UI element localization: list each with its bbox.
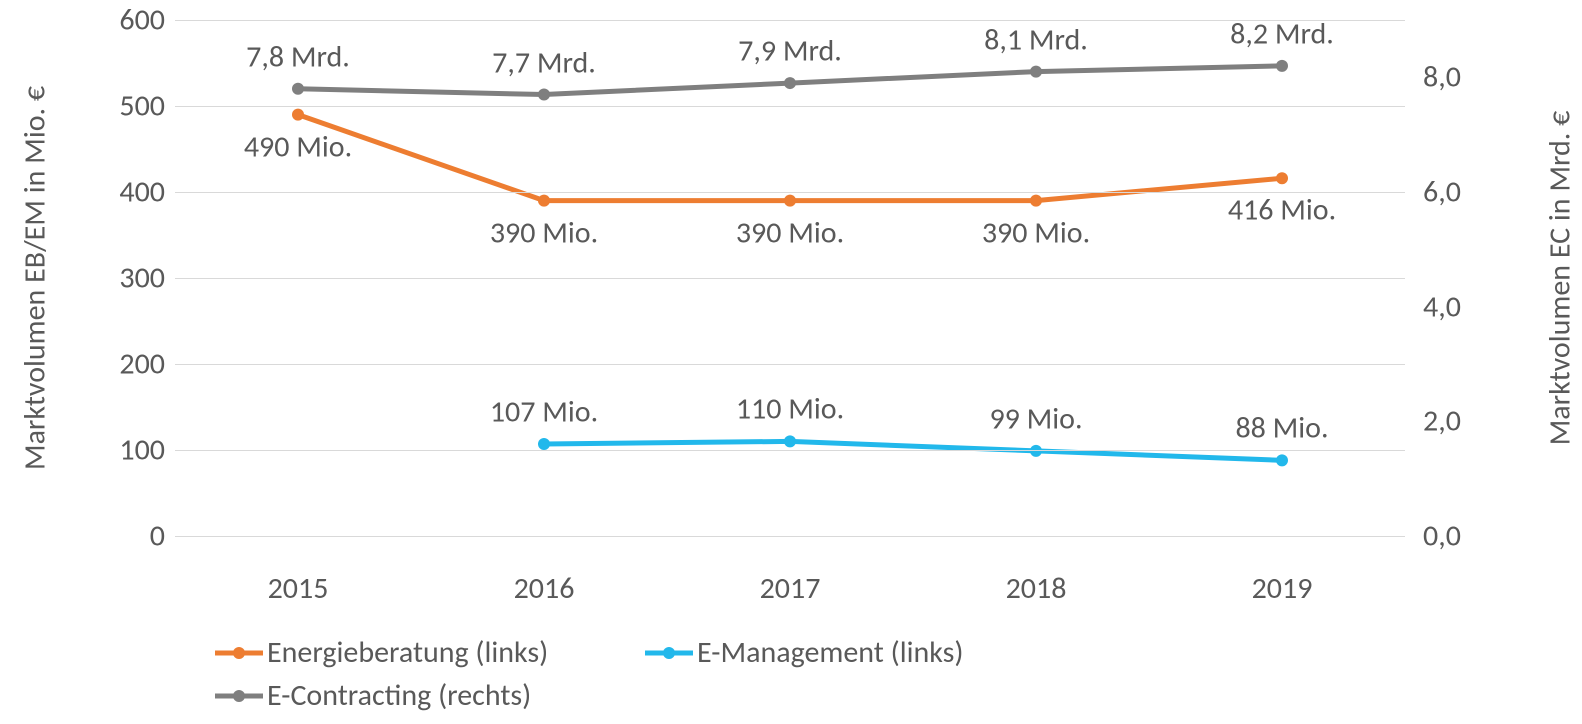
- x-tick: 2015: [268, 570, 329, 607]
- line-chart: Marktvolumen EB/EM in Mio. € Marktvolume…: [0, 0, 1582, 724]
- series-marker-econtracting: [292, 83, 304, 95]
- data-label-emanagement: 88 Mio.: [1235, 410, 1328, 447]
- data-label-econtracting: 7,9 Mrd.: [738, 33, 842, 70]
- y-axis-right-title: Marktvolumen EC in Mrd. €: [1542, 111, 1579, 446]
- data-label-econtracting: 8,1 Mrd.: [984, 21, 1088, 58]
- gridline: [175, 536, 1405, 537]
- data-label-emanagement: 99 Mio.: [989, 400, 1082, 437]
- y-right-tick: 4,0: [1423, 288, 1461, 325]
- data-label-emanagement: 107 Mio.: [490, 393, 598, 430]
- gridline: [175, 106, 1405, 107]
- data-label-econtracting: 7,8 Mrd.: [246, 38, 350, 75]
- series-marker-econtracting: [1276, 60, 1288, 72]
- y-left-tick: 200: [85, 346, 165, 383]
- legend-label-econtracting: E-Contracting (rechts): [267, 677, 531, 714]
- gridline: [175, 192, 1405, 193]
- y-left-tick: 0: [85, 518, 165, 555]
- data-label-energieberatung: 390 Mio.: [490, 214, 598, 251]
- legend: Energieberatung (links) E-Management (lin…: [215, 634, 1365, 714]
- legend-label-emanagement: E-Management (links): [697, 634, 963, 671]
- data-label-energieberatung: 390 Mio.: [736, 214, 844, 251]
- y-right-tick: 2,0: [1423, 403, 1461, 440]
- y-right-tick: 6,0: [1423, 174, 1461, 211]
- series-marker-energieberatung: [1030, 195, 1042, 207]
- data-label-econtracting: 7,7 Mrd.: [492, 44, 596, 81]
- x-tick: 2017: [760, 570, 821, 607]
- series-marker-energieberatung: [784, 195, 796, 207]
- gridline: [175, 20, 1405, 21]
- series-marker-energieberatung: [292, 109, 304, 121]
- gridline: [175, 364, 1405, 365]
- x-tick: 2016: [514, 570, 575, 607]
- legend-swatch-energieberatung: [215, 643, 263, 663]
- series-marker-econtracting: [1030, 66, 1042, 78]
- series-marker-energieberatung: [538, 195, 550, 207]
- y-left-tick: 600: [85, 2, 165, 39]
- data-label-energieberatung: 416 Mio.: [1228, 192, 1336, 229]
- data-label-emanagement: 110 Mio.: [736, 391, 844, 428]
- y-left-tick: 500: [85, 88, 165, 125]
- legend-swatch-emanagement: [645, 643, 693, 663]
- series-marker-emanagement: [784, 435, 796, 447]
- series-marker-econtracting: [538, 89, 550, 101]
- y-left-tick: 300: [85, 260, 165, 297]
- x-tick: 2018: [1006, 570, 1067, 607]
- y-left-tick: 100: [85, 432, 165, 469]
- legend-label-energieberatung: Energieberatung (links): [267, 634, 548, 671]
- legend-item-econtracting: E-Contracting (rechts): [215, 677, 645, 714]
- data-label-energieberatung: 390 Mio.: [982, 214, 1090, 251]
- y-right-tick: 8,0: [1423, 59, 1461, 96]
- gridline: [175, 278, 1405, 279]
- series-line-energieberatung: [298, 115, 1282, 201]
- data-label-energieberatung: 490 Mio.: [244, 128, 352, 165]
- y-left-tick: 400: [85, 174, 165, 211]
- legend-item-energieberatung: Energieberatung (links): [215, 634, 645, 671]
- series-marker-econtracting: [784, 77, 796, 89]
- series-marker-emanagement: [1276, 454, 1288, 466]
- y-right-tick: 0,0: [1423, 518, 1461, 555]
- plot-area: [175, 20, 1405, 536]
- series-marker-emanagement: [538, 438, 550, 450]
- x-tick: 2019: [1252, 570, 1313, 607]
- y-axis-left-title: Marktvolumen EB/EM in Mio. €: [17, 86, 54, 470]
- data-label-econtracting: 8,2 Mrd.: [1230, 15, 1334, 52]
- series-marker-energieberatung: [1276, 172, 1288, 184]
- legend-swatch-econtracting: [215, 686, 263, 706]
- gridline: [175, 450, 1405, 451]
- legend-item-emanagement: E-Management (links): [645, 634, 1075, 671]
